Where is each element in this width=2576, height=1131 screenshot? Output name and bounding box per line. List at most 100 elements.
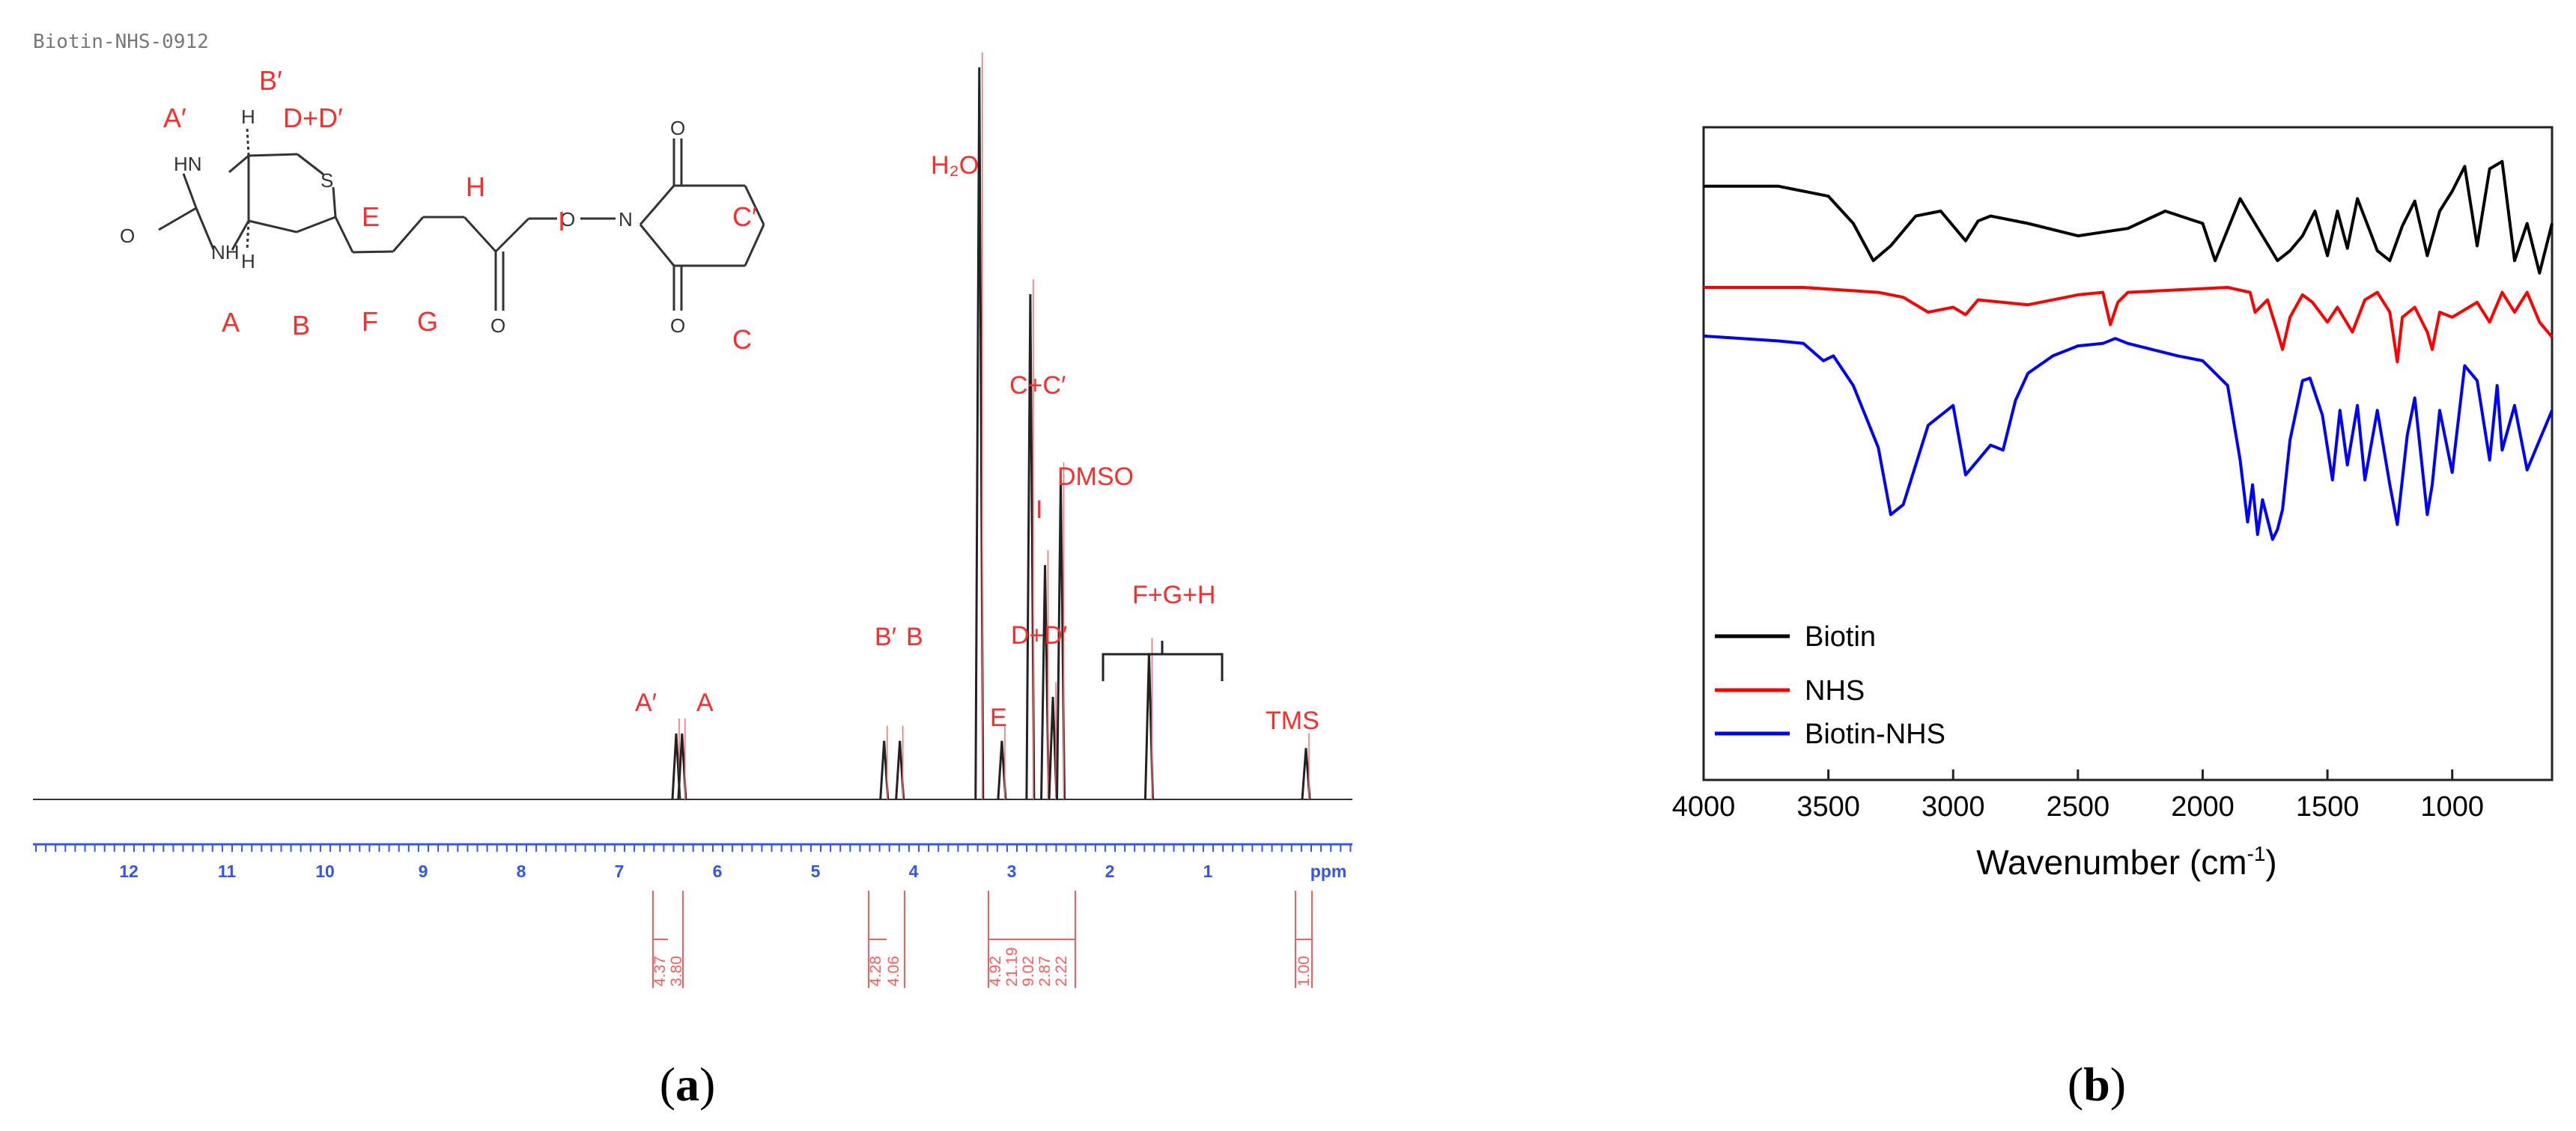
ftir-series-biotin xyxy=(1704,159,2554,275)
ppm-tick-label: 11 xyxy=(218,862,237,881)
atom-label: O xyxy=(120,225,135,247)
file-label: Biotin-NHS-0912 xyxy=(33,31,209,53)
integral-value: 2.22 xyxy=(1053,956,1070,987)
ppm-tick-label: 6 xyxy=(713,862,723,881)
molecule-label: D+D′ xyxy=(283,103,343,133)
x-axis-title-prefix: Wavenumber (cm xyxy=(1976,843,2247,882)
peak-label-a-prime: A′ xyxy=(635,689,657,717)
integral-value: 4.28 xyxy=(867,956,884,987)
peak-label-tms: TMS xyxy=(1266,707,1319,735)
atom-label: H xyxy=(241,106,255,128)
peak-label-h2o: H₂O xyxy=(931,151,979,180)
ppm-tick-label: 5 xyxy=(811,862,821,881)
panel-a-letter: a xyxy=(675,1058,699,1111)
ppm-tick-label: 12 xyxy=(119,862,139,881)
ftir-x-tick-label: 3000 xyxy=(1922,791,1985,823)
molecule-label: F xyxy=(362,306,378,337)
nmr-peak-labels: H₂O C+C′ DMSO I D+D′ E F+G+H TMS A′ A B′… xyxy=(635,151,1319,735)
molecule-label: A′ xyxy=(163,103,186,133)
ftir-series xyxy=(1703,159,2554,541)
peak-label-b-prime: B′ xyxy=(875,623,896,651)
peak-label-e: E xyxy=(990,704,1007,732)
molecule-label: B′ xyxy=(259,65,282,96)
integral-value: 4.37 xyxy=(651,956,669,987)
peak-label-cc: C+C′ xyxy=(1009,371,1066,400)
biotin-nhs-structure xyxy=(158,126,765,311)
ftir-x-tick-label: 4000 xyxy=(1672,791,1736,823)
atom-label: S xyxy=(321,169,333,192)
integral-value: 3.80 xyxy=(668,956,685,987)
ppm-tick-label: 8 xyxy=(517,862,526,881)
integral-values: 4.37 3.80 4.28 4.06 4.92 21.19 9.02 2.87… xyxy=(651,947,1313,987)
ftir-x-tick-label: 3500 xyxy=(1796,791,1860,823)
panel-b-letter: b xyxy=(2083,1058,2110,1111)
molecule-label: B xyxy=(292,310,310,341)
peak-label-b: B xyxy=(906,623,923,651)
atom-label: NH xyxy=(211,241,240,263)
legend-label-nhs: NHS xyxy=(1805,675,1865,707)
ppm-tick-label: 4 xyxy=(909,862,919,881)
molecule-position-labels: A A′ B B′ D+D′ E F G H I C C′ xyxy=(163,65,757,355)
integral-value: 2.87 xyxy=(1036,956,1054,987)
x-axis-title-suffix: ) xyxy=(2265,843,2276,882)
legend-label-biotin: Biotin xyxy=(1805,621,1876,653)
ftir-plot-frame xyxy=(1702,126,2554,781)
ftir-x-tick-label: 2000 xyxy=(2171,791,2235,823)
nmr-peaks xyxy=(671,52,1311,800)
atom-label: N xyxy=(619,208,633,231)
nmr-panel: Biotin-NHS-0912 xyxy=(33,31,1352,1111)
atom-label: O xyxy=(490,314,505,337)
ppm-tick-label: 9 xyxy=(419,862,428,881)
peak-label-a: A xyxy=(696,689,714,717)
ppm-tick-label: 1 xyxy=(1203,862,1213,881)
molecule-label: H xyxy=(466,171,485,202)
integral-value: 1.00 xyxy=(1295,956,1313,987)
integral-value: 9.02 xyxy=(1020,956,1037,987)
ftir-x-axis-title: Wavenumber (cm-1) xyxy=(1976,842,2277,882)
peak-label-fgh: F+G+H xyxy=(1132,581,1215,609)
integral-value: 4.92 xyxy=(987,956,1004,987)
atom-label: O xyxy=(560,208,575,231)
peak-label-dd: D+D′ xyxy=(1011,621,1067,650)
molecule-label: I xyxy=(558,206,565,237)
peak-label-i: I xyxy=(1036,496,1042,524)
integral-brackets xyxy=(652,891,1313,988)
ftir-x-ticks: 4000 3500 3000 2500 2000 1500 1000 xyxy=(1672,769,2484,823)
panel-a-caption: (a) xyxy=(660,1058,716,1111)
ppm-unit-label: ppm xyxy=(1310,862,1347,881)
peak-label-dmso: DMSO xyxy=(1057,463,1134,491)
ppm-tick-label: 3 xyxy=(1007,862,1017,881)
ppm-tick-label: 7 xyxy=(615,862,625,881)
ppm-tick-label: 2 xyxy=(1105,862,1115,881)
panel-b-caption: (b) xyxy=(2068,1058,2126,1111)
x-axis-title-superscript: -1 xyxy=(2247,842,2266,865)
molecule-label: C xyxy=(732,324,752,355)
ftir-series-biotin-nhs xyxy=(1703,334,2554,541)
ftir-panel: 4000 3500 3000 2500 2000 1500 1000 Biotin NHS … xyxy=(1632,0,2576,1127)
atom-label: O xyxy=(670,314,685,337)
ppm-minor-ticks xyxy=(35,844,1352,852)
fgh-bracket xyxy=(1102,641,1224,681)
ppm-tick-label: 10 xyxy=(315,862,335,881)
atom-label: O xyxy=(670,117,685,139)
integral-value: 21.19 xyxy=(1003,947,1021,987)
atom-labels: HN NH O S H H O O N O O xyxy=(120,106,685,337)
integral-region: 4.37 3.80 4.28 4.06 4.92 21.19 9.02 2.87… xyxy=(651,891,1313,988)
ppm-tick-labels: 12 11 10 9 8 7 6 5 4 3 2 1 ppm xyxy=(119,862,1346,881)
molecule-label: A xyxy=(222,307,240,338)
atom-label: H xyxy=(241,250,255,272)
legend-label-biotin-nhs: Biotin-NHS xyxy=(1805,719,1945,750)
molecule-label: C′ xyxy=(732,201,757,232)
integral-value: 4.06 xyxy=(885,956,902,987)
ftir-x-tick-label: 2500 xyxy=(2047,791,2110,823)
ftir-series-nhs xyxy=(1704,286,2554,364)
ftir-x-tick-label: 1000 xyxy=(2420,791,2484,823)
ftir-figure: 4000 3500 3000 2500 2000 1500 1000 Biotin NHS … xyxy=(1672,126,2554,1111)
ppm-axis: 12 11 10 9 8 7 6 5 4 3 2 1 ppm xyxy=(33,843,1352,881)
molecule-label: G xyxy=(417,306,438,337)
atom-label: HN xyxy=(174,153,202,175)
nmr-figure: Biotin-NHS-0912 xyxy=(33,31,1352,1111)
ftir-x-tick-label: 1500 xyxy=(2296,791,2360,823)
molecule-label: E xyxy=(362,201,380,232)
ftir-legend: Biotin NHS Biotin-NHS xyxy=(1715,621,1945,750)
